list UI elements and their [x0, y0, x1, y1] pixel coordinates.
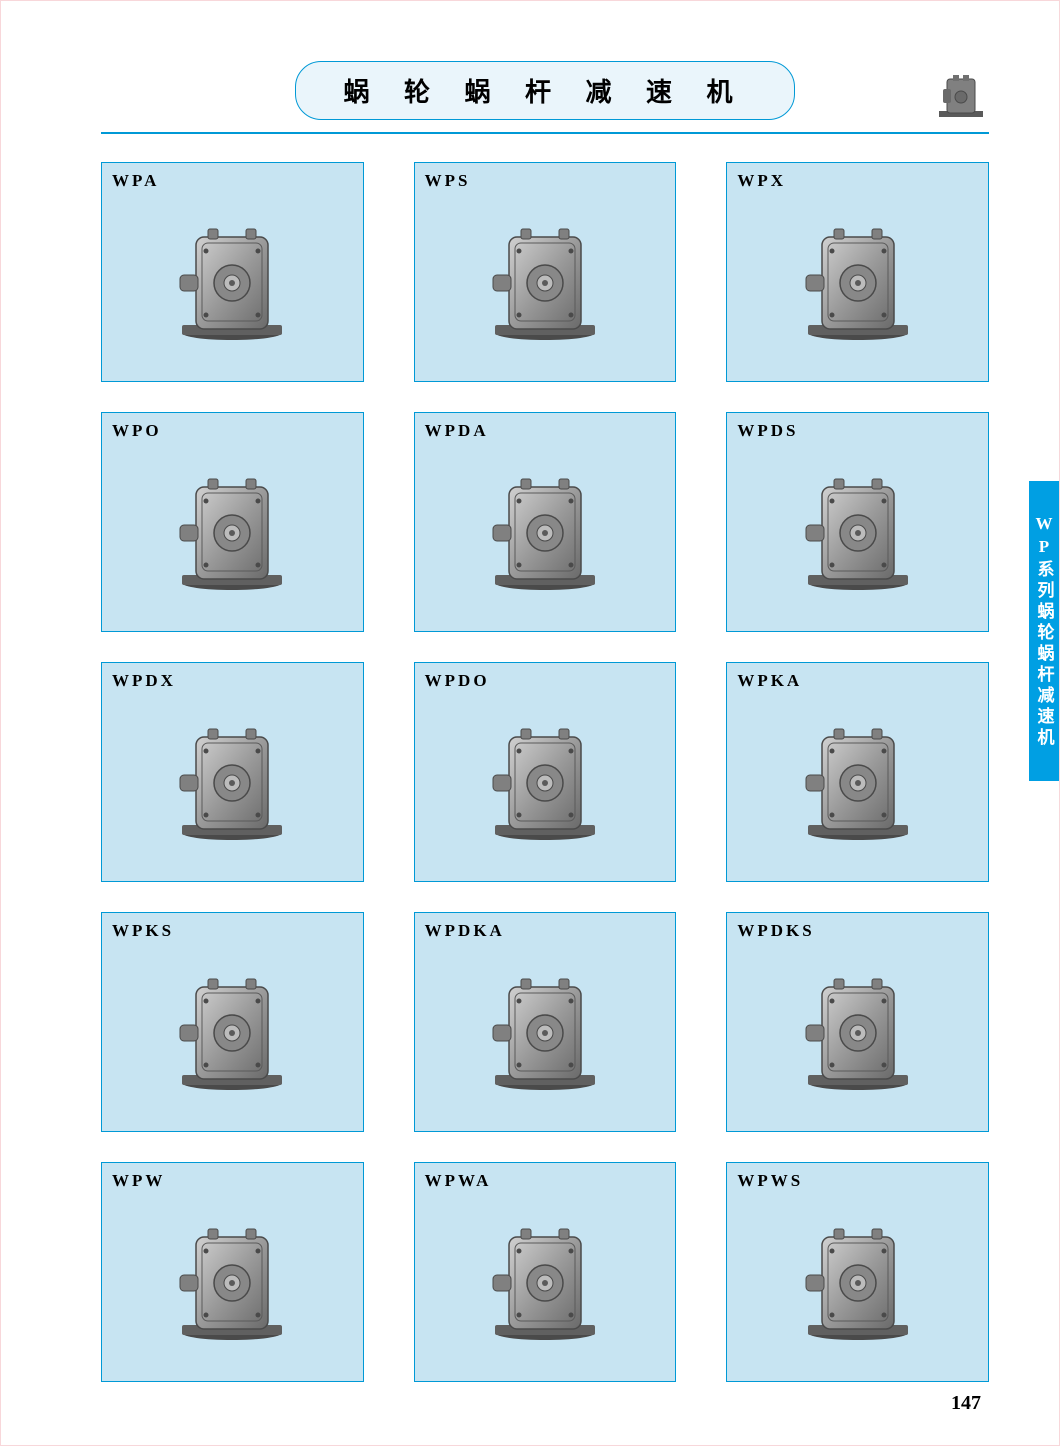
- gearbox-icon: [162, 711, 302, 851]
- product-label: WPDO: [425, 671, 666, 691]
- gearbox-icon: [162, 961, 302, 1101]
- product-card: WPDX: [101, 662, 364, 882]
- gearbox-icon: [788, 211, 928, 351]
- product-card: WPDKS: [726, 912, 989, 1132]
- product-card: WPWA: [414, 1162, 677, 1382]
- gearbox-icon: [788, 1211, 928, 1351]
- product-label: WPWA: [425, 1171, 666, 1191]
- side-tab: WP系列蜗轮蜗杆减速机: [1029, 481, 1059, 781]
- page-header: 蜗 轮 蜗 杆 减 速 机: [101, 61, 989, 134]
- product-card: WPDO: [414, 662, 677, 882]
- product-card: WPS: [414, 162, 677, 382]
- product-card: WPX: [726, 162, 989, 382]
- product-label: WPKS: [112, 921, 353, 941]
- gearbox-icon: [475, 961, 615, 1101]
- product-label: WPKA: [737, 671, 978, 691]
- product-card: WPWS: [726, 1162, 989, 1382]
- product-label: WPX: [737, 171, 978, 191]
- gearbox-icon: [475, 461, 615, 601]
- page-number: 147: [951, 1392, 981, 1415]
- catalog-page: 蜗 轮 蜗 杆 减 速 机 WPA: [1, 1, 1059, 1445]
- product-label: WPW: [112, 1171, 353, 1191]
- product-label: WPDX: [112, 671, 353, 691]
- product-card: WPA: [101, 162, 364, 382]
- header-divider: [101, 132, 989, 134]
- product-card: WPDKA: [414, 912, 677, 1132]
- product-card: WPDS: [726, 412, 989, 632]
- gearbox-icon: [162, 461, 302, 601]
- gearbox-icon: [475, 1211, 615, 1351]
- product-label: WPO: [112, 421, 353, 441]
- product-label: WPDA: [425, 421, 666, 441]
- gearbox-icon: [788, 961, 928, 1101]
- product-card: WPW: [101, 1162, 364, 1382]
- gearbox-icon: [933, 67, 989, 123]
- product-card: WPKA: [726, 662, 989, 882]
- product-grid: WPA WPS: [101, 162, 989, 1382]
- gearbox-icon: [162, 1211, 302, 1351]
- page-title: 蜗 轮 蜗 杆 减 速 机: [343, 78, 746, 107]
- product-card: WPKS: [101, 912, 364, 1132]
- product-label: WPDKS: [737, 921, 978, 941]
- gearbox-icon: [475, 711, 615, 851]
- product-label: WPDKA: [425, 921, 666, 941]
- product-label: WPA: [112, 171, 353, 191]
- product-card: WPDA: [414, 412, 677, 632]
- gearbox-icon: [475, 211, 615, 351]
- product-card: WPO: [101, 412, 364, 632]
- gearbox-icon: [788, 461, 928, 601]
- gearbox-icon: [788, 711, 928, 851]
- product-label: WPDS: [737, 421, 978, 441]
- gearbox-icon: [162, 211, 302, 351]
- product-label: WPS: [425, 171, 666, 191]
- product-label: WPWS: [737, 1171, 978, 1191]
- title-pill: 蜗 轮 蜗 杆 减 速 机: [295, 61, 795, 120]
